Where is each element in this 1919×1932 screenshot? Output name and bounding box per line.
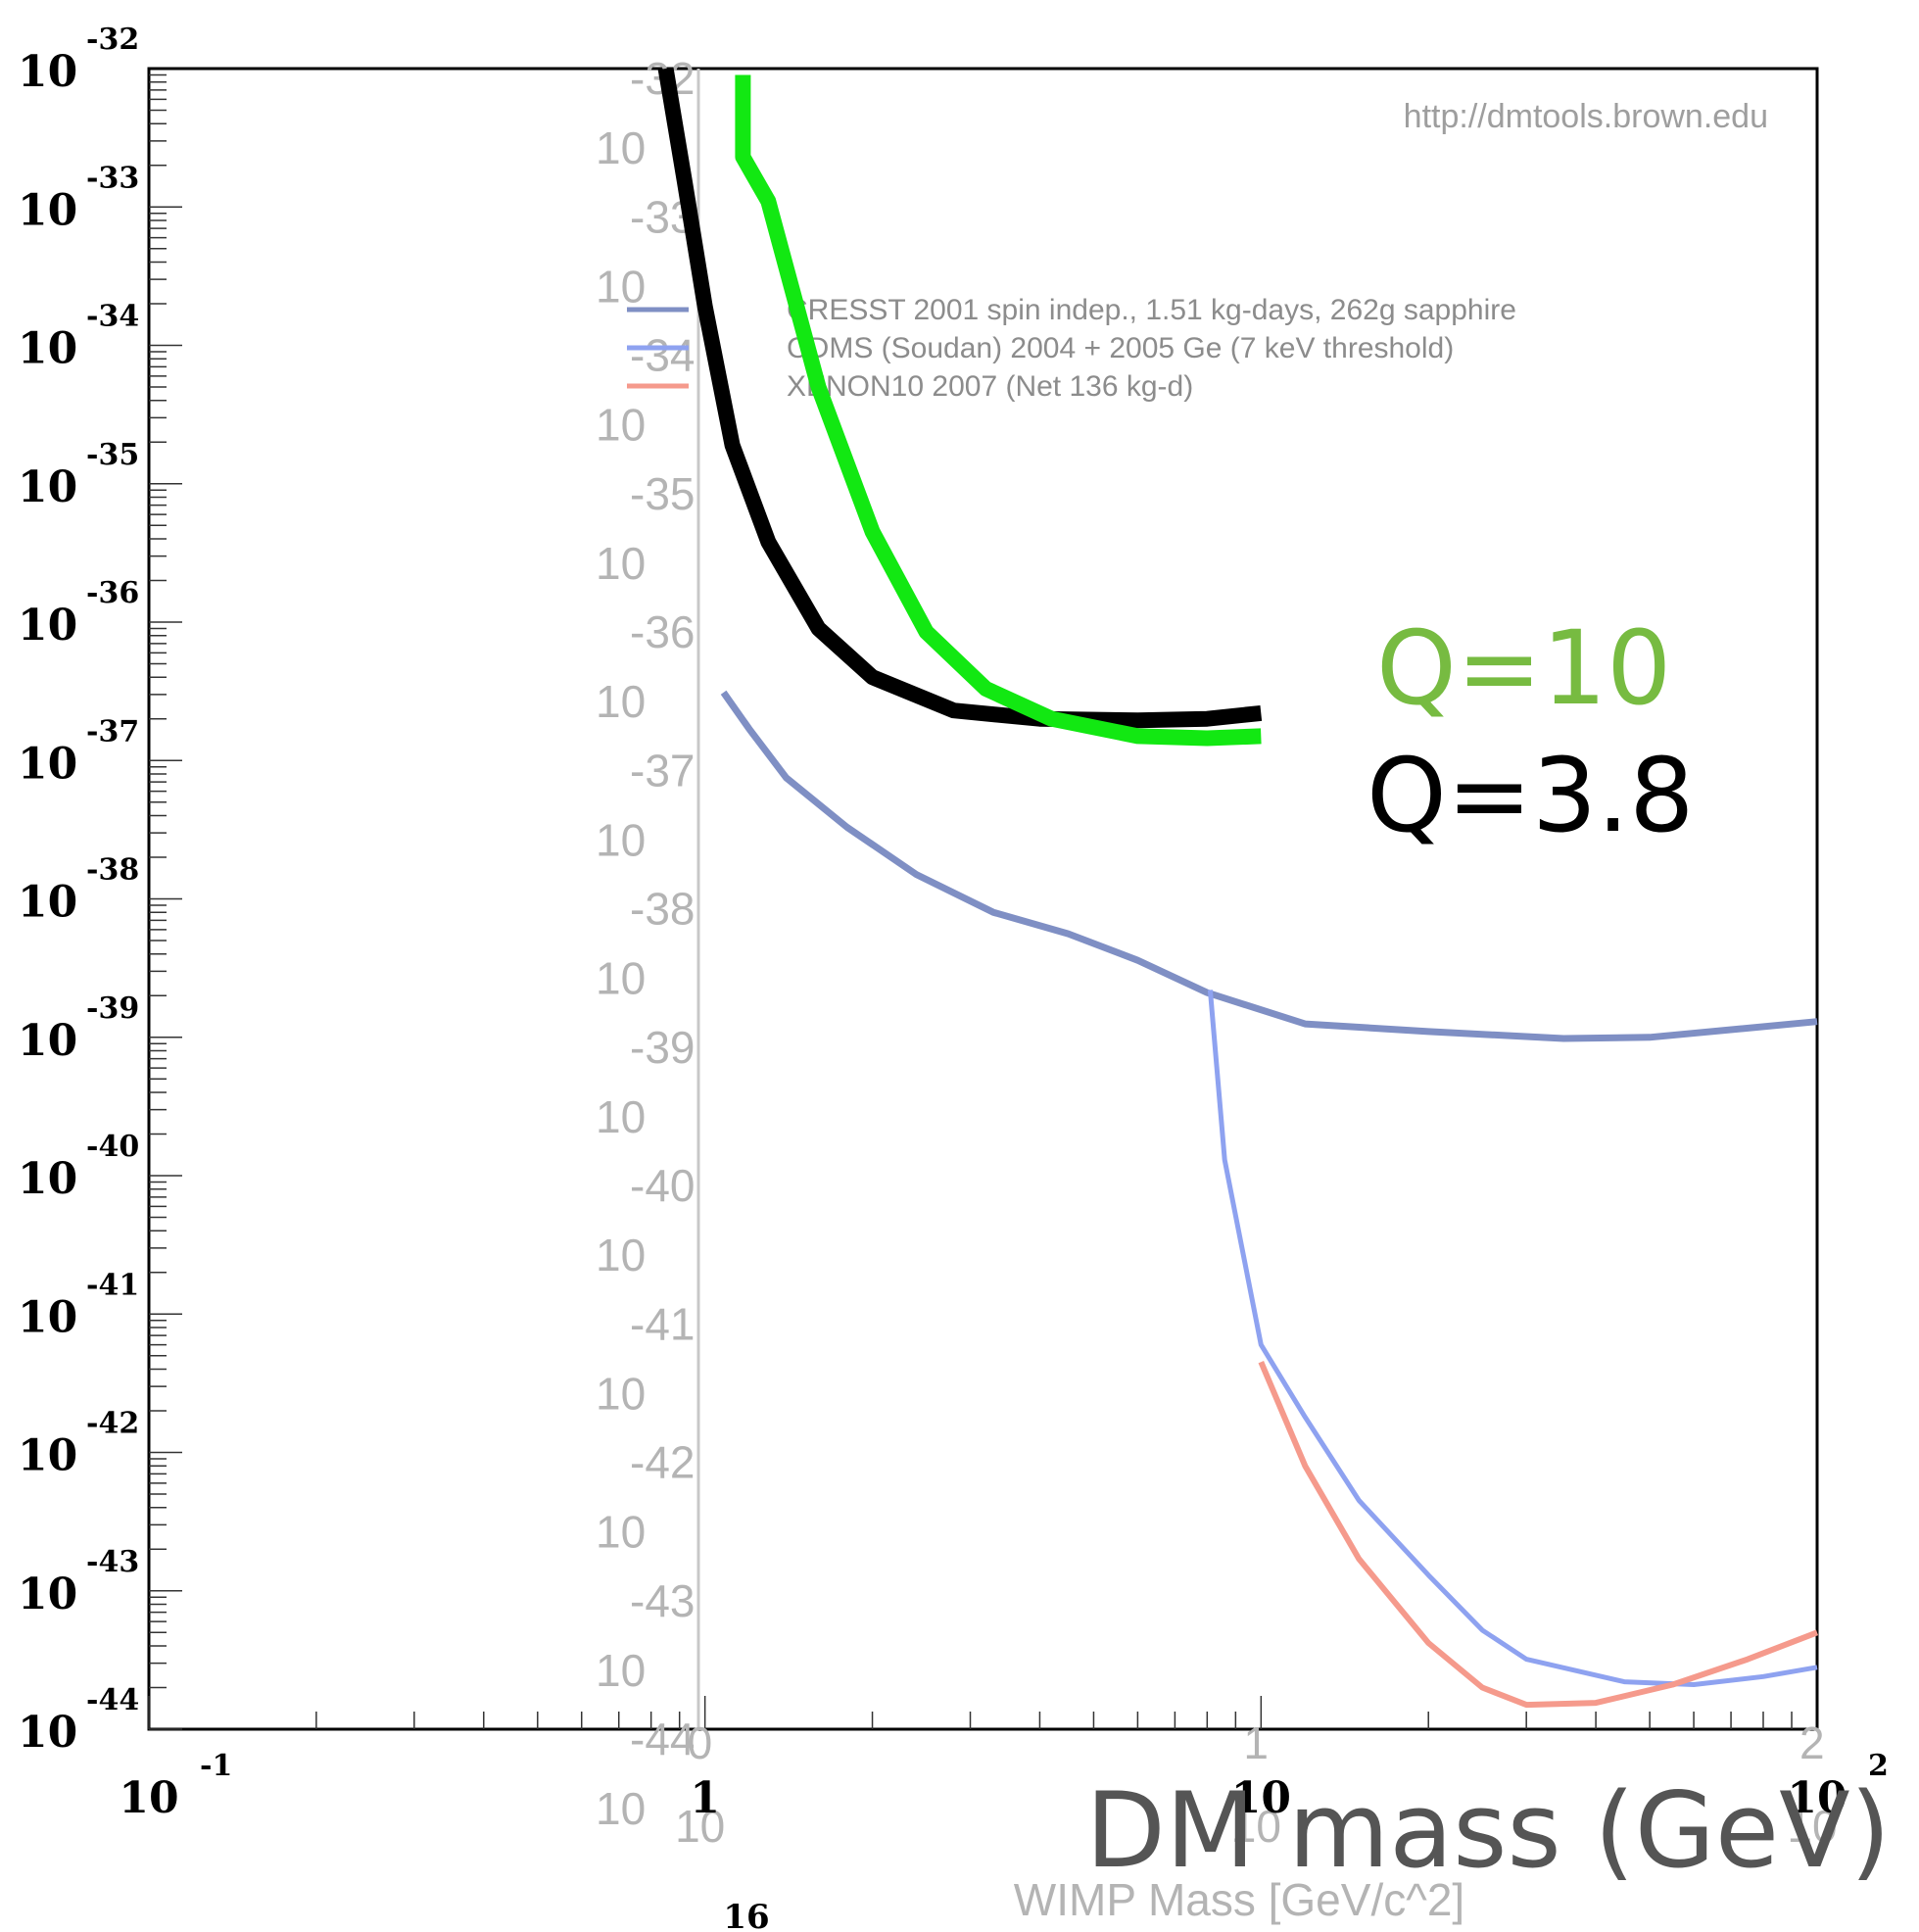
y-tick-exponent: -33 <box>86 161 139 195</box>
y-tick-base: 10 <box>18 462 77 512</box>
background-y-tick-base: 10 <box>596 1645 646 1696</box>
y-tick-base: 10 <box>18 878 77 928</box>
background-y-tick-base: 10 <box>596 676 646 727</box>
background-y-tick-base: 10 <box>596 122 646 173</box>
x-tick-exponent: 2 <box>1868 1749 1889 1783</box>
legend-entry-label: XENON10 2007 (Net 136 kg-d) <box>787 370 1193 403</box>
y-tick-exponent: -44 <box>86 1683 139 1717</box>
y-tick-base: 10 <box>18 1016 77 1066</box>
series-line <box>720 690 1818 1042</box>
y-tick-base: 10 <box>18 601 77 651</box>
annotation-q10: Q=10 <box>1376 608 1671 728</box>
y-tick-exponent: -41 <box>86 1268 139 1302</box>
y-tick-base: 10 <box>18 739 77 789</box>
x-tick-exponent: -1 <box>200 1749 232 1783</box>
y-tick-exponent: -42 <box>86 1407 139 1441</box>
y-tick-base: 10 <box>18 1708 77 1758</box>
y-tick-base: 10 <box>18 1431 77 1481</box>
legend: CRESST 2001 spin indep., 1.51 kg-days, 2… <box>627 294 1516 403</box>
y-tick-base: 10 <box>18 1154 77 1204</box>
background-y-tick-exponent: -35 <box>630 468 695 519</box>
background-x-tick-exponent: 2 <box>1799 1717 1825 1768</box>
series-line <box>735 74 1262 747</box>
y-tick-base: 10 <box>18 47 77 97</box>
annotation-q38: Q=3.8 <box>1367 736 1694 855</box>
y-tick-exponent: -35 <box>86 438 139 472</box>
background-y-tick-exponent: -34 <box>630 330 695 381</box>
background-y-tick-exponent: -39 <box>630 1022 695 1073</box>
background-x-tick-base: 10 <box>1231 1801 1281 1852</box>
y-tick-exponent: -37 <box>86 714 139 749</box>
legend-entry-label: CRESST 2001 spin indep., 1.51 kg-days, 2… <box>787 294 1516 326</box>
y-tick-exponent: -36 <box>86 576 139 610</box>
y-tick-exponent: -39 <box>86 991 139 1026</box>
y-tick-base: 10 <box>18 324 77 374</box>
background-y-tick-base: 10 <box>596 1368 646 1419</box>
y-tick-base: 10 <box>18 1292 77 1342</box>
background-x-tick-base: 10 <box>675 1801 725 1852</box>
watermark-url: http://dmtools.brown.edu <box>1404 98 1768 135</box>
y-tick-base: 10 <box>18 1570 77 1619</box>
background-y-tick-base: 10 <box>596 538 646 589</box>
legend-entry-label: CDMS (Soudan) 2004 + 2005 Ge (7 keV thre… <box>787 332 1454 364</box>
y-tick-exponent: -32 <box>86 23 139 57</box>
y-tick-base: 10 <box>18 185 77 235</box>
series-line <box>1258 1361 1819 1709</box>
tick-labels: 10-3210-3310-3410-3510-3610-3710-3810-39… <box>18 23 1889 1823</box>
background-y-tick-exponent: -40 <box>630 1160 695 1211</box>
x-tick-base: 10 <box>1787 1773 1847 1823</box>
annotations: Q=10Q=3.8 DM mass (GeV) 16 <box>723 608 1891 1932</box>
series-layer <box>657 67 1819 1709</box>
background-y-tick-base: 10 <box>596 1783 646 1834</box>
series-line <box>1207 990 1818 1687</box>
background-y-tick-base: 10 <box>596 261 646 312</box>
y-tick-exponent: -40 <box>86 1130 139 1164</box>
background-x-tick-exponent: 1 <box>1243 1717 1269 1768</box>
background-y-tick-base: 10 <box>596 1091 646 1142</box>
series-line <box>657 67 1263 729</box>
background-y-tick-exponent: -44 <box>630 1714 695 1764</box>
y-tick-exponent: -43 <box>86 1545 139 1579</box>
background-y-tick-exponent: -38 <box>630 884 695 935</box>
page-number: 16 <box>723 1898 769 1932</box>
x-tick-base: 1 <box>690 1773 720 1823</box>
background-x-axis-title: WIMP Mass [GeV/c^2] <box>1014 1874 1464 1925</box>
background-y-tick-base: 10 <box>596 1230 646 1280</box>
x-tick-base: 10 <box>1231 1773 1291 1823</box>
background-y-tick-base: 10 <box>596 953 646 1004</box>
background-y-tick-exponent: -37 <box>630 745 695 796</box>
x-tick-base: 10 <box>119 1773 178 1823</box>
background-y-tick-exponent: -42 <box>630 1437 695 1488</box>
background-y-tick-base: 10 <box>596 400 646 451</box>
background-y-tick-base: 10 <box>596 814 646 865</box>
background-x-tick-exponent: 0 <box>688 1717 713 1768</box>
background-y-tick-exponent: -43 <box>630 1575 695 1626</box>
minor-ticks <box>148 73 1793 1730</box>
background-y-tick-exponent: -41 <box>630 1298 695 1349</box>
background-y-tick-exponent: -36 <box>630 606 695 657</box>
background-x-tick-base: 10 <box>1787 1801 1837 1852</box>
y-tick-exponent: -38 <box>86 853 139 888</box>
x-axis-title: DM mass (GeV) <box>1085 1770 1891 1891</box>
y-tick-exponent: -34 <box>86 300 139 334</box>
background-y-tick-base: 10 <box>596 1507 646 1558</box>
